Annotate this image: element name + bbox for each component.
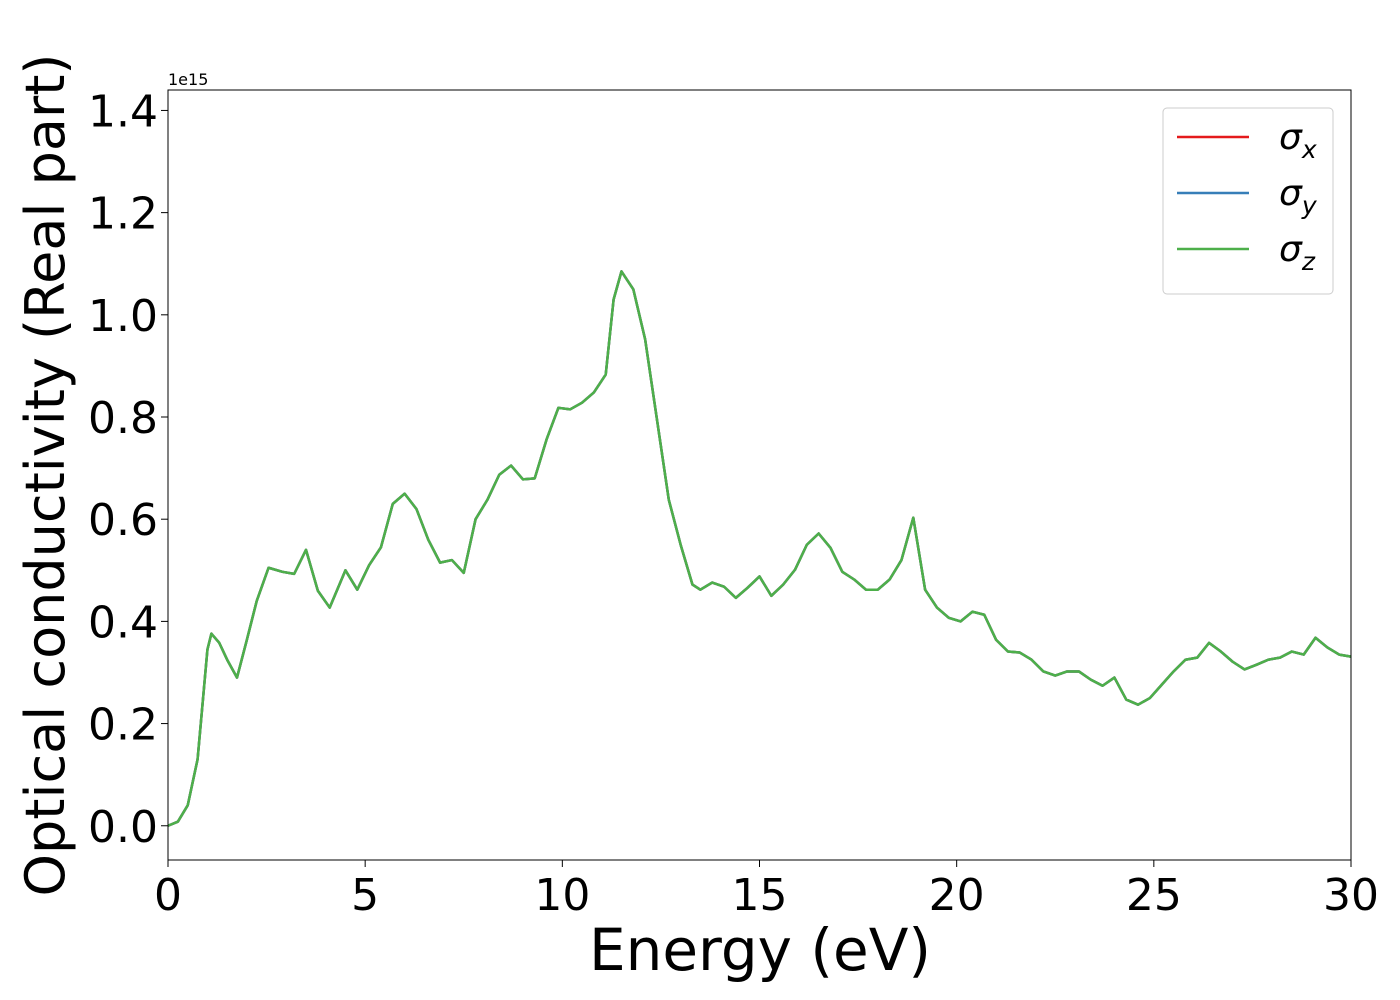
series-line bbox=[167, 270, 1352, 827]
x-tick-label: 10 bbox=[534, 870, 590, 921]
y-tick-label: 0.6 bbox=[88, 495, 158, 546]
y-offset-label: 1e15 bbox=[168, 70, 208, 89]
legend-subscript: y bbox=[1301, 191, 1318, 220]
y-tick-label: 0.0 bbox=[88, 802, 158, 853]
x-tick-label: 25 bbox=[1126, 870, 1182, 921]
legend-box bbox=[1162, 107, 1334, 295]
y-tick-label: 0.2 bbox=[88, 700, 158, 751]
legend-label: σx bbox=[1279, 117, 1317, 164]
plot-frame bbox=[167, 89, 1352, 861]
y-tick-label: 1.0 bbox=[88, 291, 158, 342]
legend-subscript: x bbox=[1301, 135, 1317, 164]
y-tick-label: 0.4 bbox=[88, 597, 158, 648]
legend-label: σy bbox=[1279, 173, 1318, 220]
y-tick-label: 1.2 bbox=[88, 189, 158, 240]
y-tick-label: 1.4 bbox=[88, 86, 158, 137]
x-axis-label: Energy (eV) bbox=[589, 916, 931, 984]
x-tick-label: 0 bbox=[154, 870, 182, 921]
y-tick-label: 0.8 bbox=[88, 393, 158, 444]
legend-subscript: z bbox=[1301, 247, 1316, 276]
y-axis-label: Optical conductivity (Real part) bbox=[14, 54, 77, 897]
x-tick-label: 5 bbox=[351, 870, 379, 921]
series-line bbox=[167, 270, 1352, 827]
series-line bbox=[167, 270, 1352, 827]
x-tick-label: 15 bbox=[732, 870, 788, 921]
x-tick-label: 30 bbox=[1323, 870, 1379, 921]
x-tick-label: 20 bbox=[929, 870, 985, 921]
